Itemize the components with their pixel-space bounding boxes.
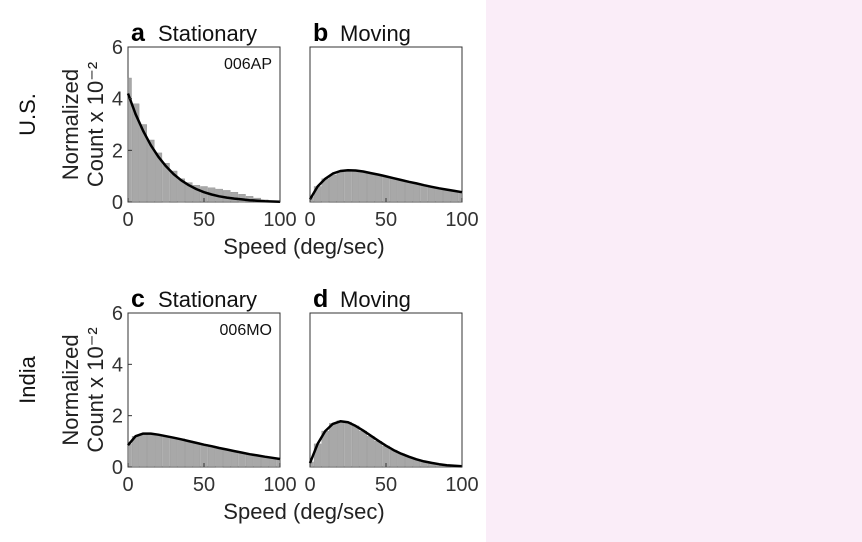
histogram-bar xyxy=(139,124,147,203)
y-axis-title: NormalizedCount x 10⁻² xyxy=(58,327,108,452)
y-tick-label: 4 xyxy=(112,89,123,111)
panel-title: Moving xyxy=(340,287,411,312)
histogram-bar xyxy=(127,443,132,468)
row-label: U.S. xyxy=(15,93,40,136)
fit-curve xyxy=(126,93,281,203)
panel-letter: d xyxy=(313,285,328,313)
fit-curve xyxy=(308,168,463,201)
x-tick-label: 100 xyxy=(445,209,478,231)
x-tick-label: 0 xyxy=(122,209,133,231)
y-tick-label: 6 xyxy=(112,37,123,59)
histogram-bar xyxy=(435,188,443,203)
row-label: India xyxy=(15,355,40,403)
histogram-bar xyxy=(427,186,436,203)
x-tick-label: 50 xyxy=(375,474,397,496)
histogram-bar xyxy=(215,447,223,468)
histogram-bar xyxy=(162,436,170,468)
y-tick-label: 4 xyxy=(112,354,123,376)
histogram-bar xyxy=(169,170,178,203)
panel-title: Stationary xyxy=(158,287,257,312)
histogram-bar xyxy=(185,182,193,203)
fit-curve xyxy=(308,420,463,468)
histogram-bar xyxy=(207,445,216,468)
histogram-bar xyxy=(397,179,405,203)
histogram-bar xyxy=(177,438,185,468)
histogram-bar xyxy=(344,421,352,468)
panel-a: 0 50 100 0 2 4 6a Stationary 006AP Speed (deg/sec… xyxy=(15,19,385,259)
histogram-bar xyxy=(450,190,459,203)
histogram-bar xyxy=(367,172,375,203)
histogram-bar xyxy=(238,452,246,468)
x-tick-label: 50 xyxy=(193,474,215,496)
histogram-bar xyxy=(443,189,451,203)
panel-letter: b xyxy=(313,19,328,47)
histogram-bar xyxy=(374,174,383,203)
histogram-bar xyxy=(223,449,231,468)
histogram-bar xyxy=(329,174,337,203)
x-tick-label: 0 xyxy=(304,474,315,496)
panel-d: 0 50 100 d Moving xyxy=(304,285,478,496)
histogram-bar xyxy=(139,433,147,468)
y-tick-label: 2 xyxy=(112,406,123,428)
histogram-bar xyxy=(351,425,360,468)
histogram-bar xyxy=(329,423,337,468)
panel-letter: c xyxy=(131,285,145,313)
y-tick-label: 6 xyxy=(112,303,123,325)
histogram-bar xyxy=(344,170,352,203)
y-axis-title: NormalizedCount x 10⁻² xyxy=(58,62,108,187)
histogram-bar xyxy=(185,440,193,468)
histogram-bar xyxy=(336,172,345,203)
histogram-bar xyxy=(405,181,413,203)
x-tick-label: 0 xyxy=(122,474,133,496)
x-axis-title: Speed (deg/sec) xyxy=(223,234,384,259)
subject-label: 006AP xyxy=(224,56,272,73)
histogram-bar xyxy=(351,170,360,203)
histogram-bar xyxy=(230,450,239,468)
x-tick-label: 100 xyxy=(263,209,296,231)
subject-label: 006MO xyxy=(220,322,272,339)
histogram-bar xyxy=(412,183,421,203)
histogram-bar xyxy=(162,163,170,203)
histogram-bar xyxy=(147,433,155,468)
histogram-bar xyxy=(192,184,201,203)
y-tick-label: 0 xyxy=(112,192,123,214)
panel-c: 0 50 100 0 2 4 6c Stationary 006MO Speed (deg/sec… xyxy=(15,285,385,524)
fit-curve xyxy=(127,432,281,461)
histogram-bar xyxy=(359,430,367,468)
panel-letter: a xyxy=(131,19,146,47)
histogram-bar xyxy=(131,103,140,203)
histogram-bar xyxy=(245,454,254,468)
histogram-bar xyxy=(420,184,428,203)
x-tick-label: 50 xyxy=(375,209,397,231)
x-tick-label: 100 xyxy=(445,474,478,496)
histogram-bar xyxy=(367,436,375,468)
panel-title: Moving xyxy=(340,21,411,46)
histogram-bar xyxy=(336,420,345,468)
histogram-bar xyxy=(389,177,398,203)
panel-title: Stationary xyxy=(158,21,257,46)
x-tick-label: 0 xyxy=(304,209,315,231)
panel-b: 0 50 100 b Moving xyxy=(304,19,478,231)
histogram-bar xyxy=(154,152,163,203)
x-axis-title: Speed (deg/sec) xyxy=(223,499,384,524)
histogram-bar xyxy=(154,434,163,468)
histogram-bar xyxy=(359,172,367,203)
histogram-bar xyxy=(169,437,178,468)
x-tick-label: 100 xyxy=(263,474,296,496)
histogram-bar xyxy=(253,455,261,468)
histogram-bar xyxy=(147,139,155,203)
y-tick-label: 2 xyxy=(112,140,123,162)
x-tick-label: 50 xyxy=(193,209,215,231)
histogram-bar xyxy=(192,442,201,468)
histogram-bar xyxy=(458,191,463,203)
y-tick-label: 0 xyxy=(112,457,123,479)
empty-right-panel xyxy=(486,0,862,542)
histogram-bar xyxy=(276,459,281,468)
histogram-bar xyxy=(374,441,383,468)
